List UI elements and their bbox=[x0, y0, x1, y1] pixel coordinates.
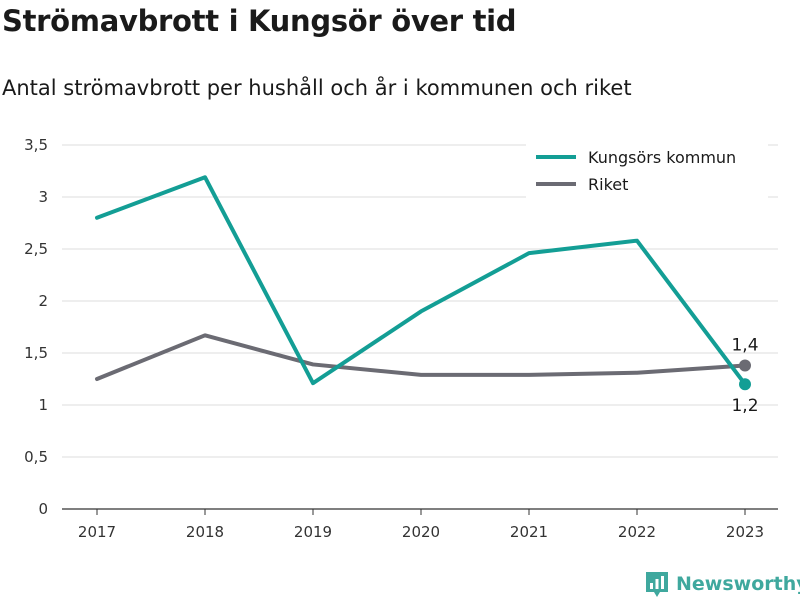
data-point bbox=[529, 253, 530, 254]
y-axis-ticks: 0 0,5 1 1,5 2 2,5 3 3,5 bbox=[24, 136, 48, 518]
x-tick-label: 2018 bbox=[186, 523, 224, 541]
series-end-point bbox=[739, 359, 751, 372]
end-labels: 1,2 1,4 bbox=[731, 335, 758, 416]
series-end-point bbox=[739, 378, 751, 391]
data-point bbox=[745, 365, 746, 366]
y-tick-label: 3 bbox=[38, 188, 48, 206]
y-tick-label: 2,5 bbox=[24, 240, 48, 258]
x-tick-label: 2021 bbox=[510, 523, 548, 541]
data-point bbox=[205, 335, 206, 336]
chart-title: Strömavbrott i Kungsör över tid bbox=[2, 4, 517, 38]
x-axis-ticks: 2017 2018 2019 2020 2021 2022 2023 bbox=[78, 509, 764, 541]
legend-background bbox=[526, 137, 768, 199]
x-tick-label: 2020 bbox=[402, 523, 440, 541]
data-point bbox=[421, 311, 422, 312]
chart-subtitle: Antal strömavbrott per hushåll och år i … bbox=[2, 76, 632, 100]
data-point bbox=[313, 364, 314, 365]
series-line bbox=[95, 175, 747, 387]
series-line bbox=[95, 333, 747, 381]
x-tick-label: 2019 bbox=[294, 523, 332, 541]
grid-lines bbox=[62, 144, 778, 510]
data-point bbox=[529, 374, 530, 375]
data-point bbox=[205, 177, 206, 178]
x-tick-label: 2023 bbox=[726, 523, 764, 541]
data-point bbox=[637, 372, 638, 373]
series-group bbox=[95, 175, 751, 391]
newsworthy-logo: Newsworthy bbox=[645, 568, 800, 600]
x-tick-label: 2022 bbox=[618, 523, 656, 541]
data-point bbox=[97, 379, 98, 380]
end-value-label: 1,4 bbox=[731, 335, 758, 355]
legend-label: Riket bbox=[588, 175, 628, 194]
end-value-label: 1,2 bbox=[731, 396, 758, 416]
x-tick-label: 2017 bbox=[78, 523, 116, 541]
y-tick-label: 2 bbox=[38, 292, 48, 310]
y-tick-label: 3,5 bbox=[24, 136, 48, 154]
y-tick-label: 0 bbox=[38, 500, 48, 518]
legend: Kungsörs kommun Riket bbox=[526, 137, 768, 199]
y-tick-label: 1 bbox=[38, 396, 48, 414]
y-tick-label: 0,5 bbox=[24, 448, 48, 466]
data-point bbox=[421, 374, 422, 375]
data-point bbox=[637, 240, 638, 241]
brand-name: Newsworthy bbox=[676, 573, 800, 595]
y-tick-label: 1,5 bbox=[24, 344, 48, 362]
data-point bbox=[97, 217, 98, 218]
legend-label: Kungsörs kommun bbox=[588, 148, 736, 167]
data-point bbox=[313, 383, 314, 384]
data-point bbox=[745, 384, 746, 385]
newsworthy-icon bbox=[646, 572, 668, 597]
